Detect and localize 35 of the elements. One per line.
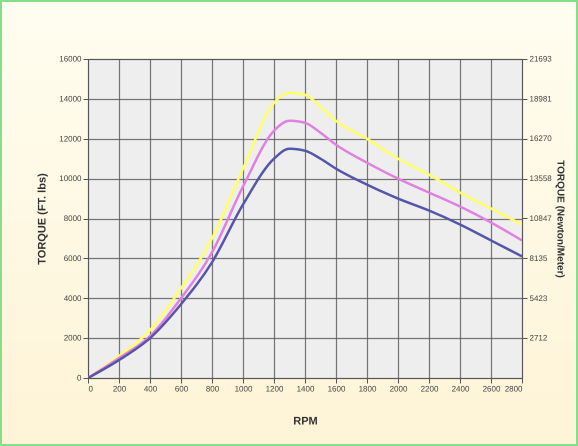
x-tick-label: 2400 — [452, 384, 470, 394]
x-tick-label: 2600 — [482, 384, 501, 394]
x-tick-label: 0 — [88, 384, 94, 394]
x-tick-label: 400 — [144, 384, 158, 394]
y-tick-label: 8000 — [64, 214, 82, 223]
y-tick-label: 2000 — [64, 334, 82, 343]
y2-tick-label: 10847 — [530, 214, 552, 223]
y2-axis-title: TORQUE (Newton/Meter) — [554, 160, 566, 278]
y2-tick-label: 8135 — [530, 254, 548, 263]
y-tick-label: 12000 — [59, 134, 82, 144]
x-tick-label: 1800 — [358, 384, 377, 394]
y-axis-title: TORQUE (FT. lbs) — [36, 172, 48, 265]
y-tick-label: 4000 — [64, 294, 82, 303]
x-tick-label: 2000 — [390, 384, 408, 394]
y2-tick-label: 5423 — [530, 294, 548, 303]
y2-tick-label: 18981 — [530, 94, 552, 104]
y-tick-label: 0 — [77, 374, 82, 382]
x-tick-label: 600 — [174, 384, 189, 394]
x-tick-label: 1000 — [234, 384, 253, 394]
y-tick-label: 14000 — [59, 94, 82, 104]
x-axis-title: RPM — [293, 416, 318, 428]
x-tick-label: 200 — [112, 384, 127, 394]
y-tick-label: 10000 — [59, 174, 82, 184]
x-tick-label: 800 — [206, 384, 220, 394]
x-tick-label: 2200 — [420, 384, 439, 394]
y2-tick-label: 13558 — [530, 174, 552, 184]
y2-tick-label: 2712 — [530, 334, 548, 343]
x-tick-label: 1200 — [266, 384, 284, 394]
y2-tick-label: 21693 — [530, 54, 552, 64]
x-tick-label: 1600 — [328, 384, 346, 394]
y2-tick-label: 16270 — [530, 134, 552, 144]
y-tick-label: 16000 — [59, 54, 82, 64]
x-tick-label: 2800 — [504, 384, 524, 394]
y-tick-label: 6000 — [64, 254, 82, 263]
x-tick-label: 1400 — [296, 384, 315, 394]
